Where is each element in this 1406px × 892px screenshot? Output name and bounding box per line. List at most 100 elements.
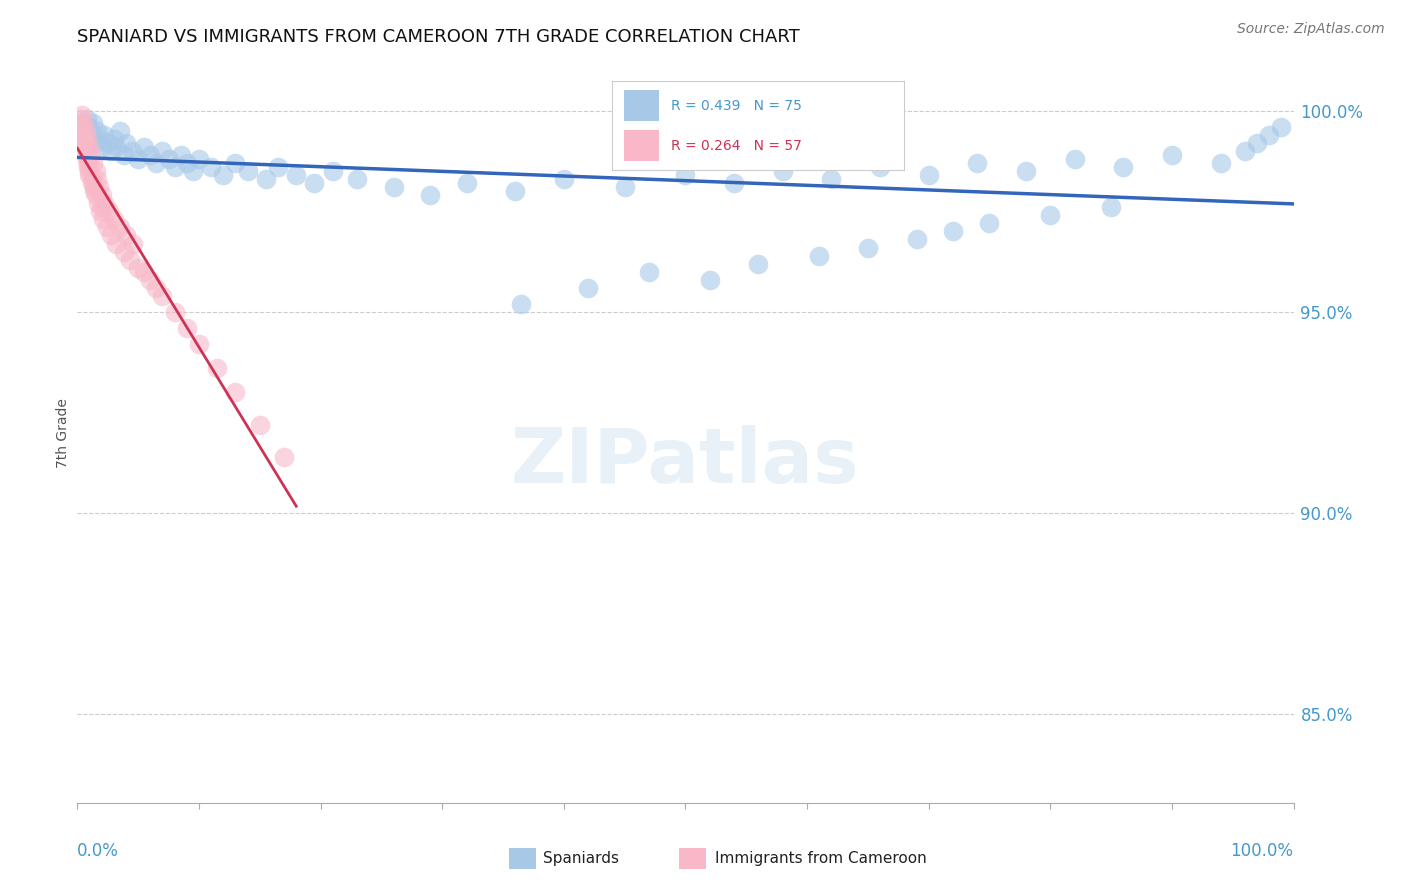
Point xyxy=(856,241,879,255)
Point xyxy=(79,140,101,154)
Point xyxy=(76,112,98,126)
Point xyxy=(70,108,93,122)
Point xyxy=(200,160,222,174)
Point xyxy=(1246,136,1268,150)
Point xyxy=(1039,208,1062,222)
Point xyxy=(176,156,198,170)
Point xyxy=(346,172,368,186)
Point xyxy=(127,152,149,166)
Point xyxy=(249,417,271,432)
Y-axis label: 7th Grade: 7th Grade xyxy=(56,398,70,467)
Point xyxy=(105,236,128,251)
Point xyxy=(1015,164,1038,178)
Point xyxy=(942,224,965,238)
Point xyxy=(638,265,661,279)
Point xyxy=(112,244,135,259)
Point xyxy=(90,188,112,202)
Point xyxy=(163,305,186,319)
Point xyxy=(224,156,246,170)
Point xyxy=(72,116,94,130)
Text: ZIPatlas: ZIPatlas xyxy=(512,425,859,500)
Point xyxy=(83,184,105,198)
Text: Immigrants from Cameroon: Immigrants from Cameroon xyxy=(714,851,927,866)
Point xyxy=(80,148,103,162)
Point xyxy=(76,152,98,166)
Point xyxy=(115,228,138,243)
Point xyxy=(87,196,110,211)
Point xyxy=(285,168,308,182)
Point xyxy=(152,289,174,303)
Point xyxy=(75,144,97,158)
Point xyxy=(73,140,96,154)
Point xyxy=(456,176,478,190)
Point xyxy=(77,156,100,170)
Point xyxy=(82,116,104,130)
Point xyxy=(122,236,145,251)
Point xyxy=(503,184,526,198)
Point xyxy=(188,337,211,351)
Point xyxy=(96,220,118,235)
Point xyxy=(212,168,235,182)
Point xyxy=(108,220,131,235)
Point xyxy=(254,172,277,186)
Point xyxy=(80,172,103,186)
Point xyxy=(163,160,186,174)
Point xyxy=(70,124,93,138)
Point xyxy=(322,164,344,178)
Point xyxy=(121,144,143,158)
Bar xyxy=(679,848,706,869)
Point xyxy=(75,124,97,138)
Point xyxy=(80,176,103,190)
Point xyxy=(89,132,111,146)
Point xyxy=(72,116,94,130)
Point xyxy=(72,132,94,146)
Point xyxy=(79,120,101,134)
Point xyxy=(1233,144,1256,158)
Point xyxy=(84,188,107,202)
Point xyxy=(108,124,131,138)
Point xyxy=(80,128,103,142)
Point xyxy=(747,257,769,271)
Point xyxy=(79,168,101,182)
Point xyxy=(553,172,575,186)
Point xyxy=(79,164,101,178)
Point xyxy=(419,188,441,202)
Point xyxy=(869,160,891,174)
Point xyxy=(97,204,120,219)
Point xyxy=(304,176,326,190)
Point xyxy=(77,160,100,174)
Point xyxy=(72,128,94,142)
Point xyxy=(134,265,156,279)
Point xyxy=(157,152,180,166)
Point xyxy=(89,204,111,219)
Point xyxy=(91,212,114,227)
Point xyxy=(1161,148,1184,162)
Point xyxy=(145,156,167,170)
Point xyxy=(1258,128,1281,142)
Point xyxy=(224,385,246,400)
Point xyxy=(139,273,162,287)
Point xyxy=(75,124,97,138)
Point xyxy=(772,164,794,178)
Point xyxy=(112,148,135,162)
Point xyxy=(103,132,125,146)
Point xyxy=(115,136,138,150)
Point xyxy=(1209,156,1232,170)
Point xyxy=(205,361,228,376)
Point xyxy=(510,297,533,311)
Text: Spaniards: Spaniards xyxy=(543,851,619,866)
Point xyxy=(70,112,93,126)
Point xyxy=(139,148,162,162)
Point xyxy=(105,140,128,154)
Text: Source: ZipAtlas.com: Source: ZipAtlas.com xyxy=(1237,22,1385,37)
Bar xyxy=(509,848,536,869)
Point xyxy=(83,180,105,194)
Point xyxy=(134,140,156,154)
Point xyxy=(267,160,290,174)
Point xyxy=(918,168,941,182)
Point xyxy=(966,156,988,170)
Point xyxy=(1099,200,1122,214)
Point xyxy=(84,164,107,178)
Point xyxy=(181,164,204,178)
Point xyxy=(1063,152,1085,166)
